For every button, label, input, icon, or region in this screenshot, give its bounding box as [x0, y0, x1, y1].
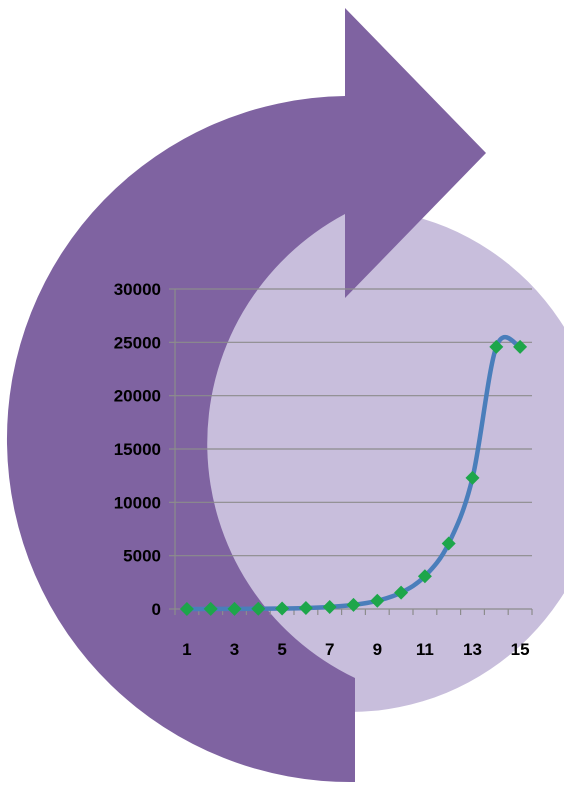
data-point-marker — [298, 600, 313, 615]
y-tick-label: 15000 — [114, 440, 161, 459]
data-point-marker — [179, 601, 194, 616]
data-point-marker — [441, 536, 456, 551]
chart-series — [179, 335, 528, 616]
x-tick-label: 11 — [416, 640, 434, 659]
x-axis-tick-labels: 1 3 5 7 9 11 13 15 — [182, 640, 529, 659]
y-axis-tick-labels: 0 5000 10000 15000 20000 25000 30000 — [114, 280, 161, 619]
x-tick-label: 1 — [182, 640, 191, 659]
chart-gridlines — [169, 288, 532, 610]
circular-arrow-shape — [6, 8, 486, 783]
data-point-marker — [251, 601, 266, 616]
data-point-marker — [227, 601, 242, 616]
data-point-marker — [346, 597, 361, 612]
data-point-marker — [322, 599, 337, 614]
data-point-marker — [489, 339, 504, 354]
data-point-marker — [370, 593, 385, 608]
x-tick-label: 9 — [373, 640, 382, 659]
data-point-marker — [275, 601, 290, 616]
y-tick-label: 20000 — [114, 387, 161, 406]
x-tick-label: 7 — [325, 640, 334, 659]
x-tick-label: 5 — [277, 640, 286, 659]
y-tick-label: 10000 — [114, 493, 161, 512]
y-tick-label: 30000 — [114, 280, 161, 299]
data-point-marker — [203, 601, 218, 616]
y-tick-label: 5000 — [123, 547, 161, 566]
data-point-marker — [513, 339, 528, 354]
y-tick-label: 25000 — [114, 333, 161, 352]
x-tick-label: 3 — [230, 640, 239, 659]
data-point-marker — [465, 470, 480, 485]
data-point-marker — [394, 585, 409, 600]
y-tick-label: 0 — [152, 600, 161, 619]
x-tick-label: 13 — [463, 640, 482, 659]
x-tick-label: 15 — [511, 640, 530, 659]
data-point-marker — [417, 569, 432, 584]
